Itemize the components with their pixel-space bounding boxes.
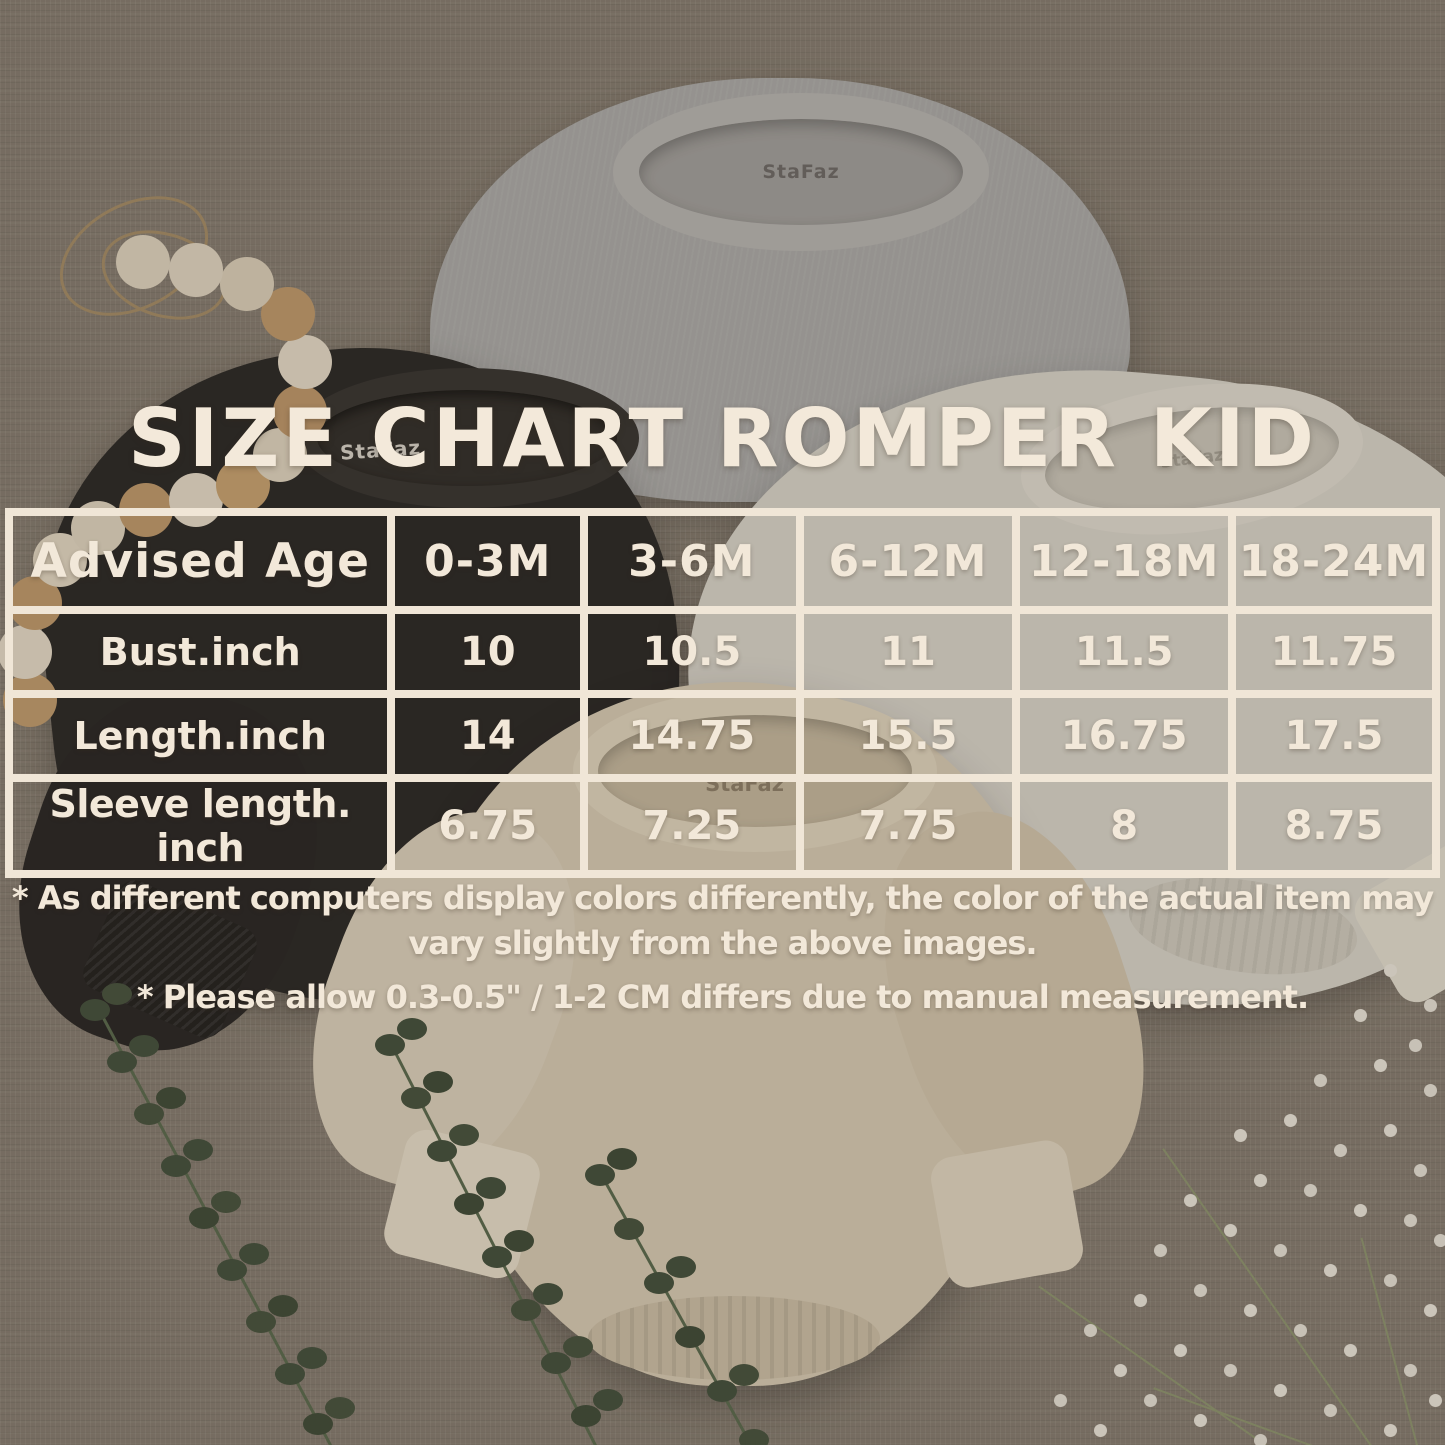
table-cell: 11 bbox=[795, 606, 1021, 698]
table-cell: 14.75 bbox=[580, 690, 804, 782]
header-18-24m: 18-24M bbox=[1227, 508, 1441, 614]
table-cell: 7.75 bbox=[795, 774, 1021, 878]
header-6-12m: 6-12M bbox=[795, 508, 1021, 614]
notes: * As different computers display colors … bbox=[0, 876, 1445, 1020]
table-cell: 10 bbox=[387, 606, 589, 698]
row-label-length: Length.inch bbox=[4, 690, 396, 782]
table-cell: 16.75 bbox=[1012, 690, 1236, 782]
row-label-sleeve: Sleeve length. inch bbox=[4, 774, 396, 878]
table-cell: 10.5 bbox=[580, 606, 804, 698]
row-label-bust: Bust.inch bbox=[4, 606, 396, 698]
size-chart-table: Advised Age 0-3M 3-6M 6-12M 12-18M 18-24… bbox=[4, 508, 1441, 878]
table-cell: 8.75 bbox=[1227, 774, 1441, 878]
cream-romper-elastic-hem bbox=[588, 1296, 880, 1380]
note-color-disclaimer: * As different computers display colors … bbox=[11, 879, 1434, 963]
header-advised-age: Advised Age bbox=[4, 508, 396, 614]
babys-breath-flowers bbox=[1234, 1129, 1247, 1142]
table-row-length: Length.inch 14 14.75 15.5 16.75 17.5 bbox=[4, 690, 1441, 782]
table-cell: 14 bbox=[387, 690, 589, 782]
note-measurement-disclaimer: * Please allow 0.3-0.5" / 1-2 CM differs… bbox=[136, 977, 1309, 1016]
wooden-bead-garland bbox=[116, 235, 170, 289]
table-row-bust: Bust.inch 10 10.5 11 11.5 11.75 bbox=[4, 606, 1441, 698]
table-cell: 11.5 bbox=[1012, 606, 1236, 698]
table-cell: 6.75 bbox=[387, 774, 589, 878]
page-title: SIZE CHART ROMPER KID bbox=[127, 392, 1317, 485]
table-cell: 15.5 bbox=[795, 690, 1021, 782]
table-header-row: Advised Age 0-3M 3-6M 6-12M 12-18M 18-24… bbox=[4, 508, 1441, 614]
header-12-18m: 12-18M bbox=[1012, 508, 1236, 614]
header-3-6m: 3-6M bbox=[580, 508, 804, 614]
table-cell: 17.5 bbox=[1227, 690, 1441, 782]
table-cell: 7.25 bbox=[580, 774, 804, 878]
eucalyptus-leaves bbox=[80, 999, 110, 1021]
brand-tag-gray: StaFaz bbox=[762, 161, 840, 183]
header-0-3m: 0-3M bbox=[387, 508, 589, 614]
table-cell: 11.75 bbox=[1227, 606, 1441, 698]
table-row-sleeve: Sleeve length. inch 6.75 7.25 7.75 8 8.7… bbox=[4, 774, 1441, 878]
table-cell: 8 bbox=[1012, 774, 1236, 878]
